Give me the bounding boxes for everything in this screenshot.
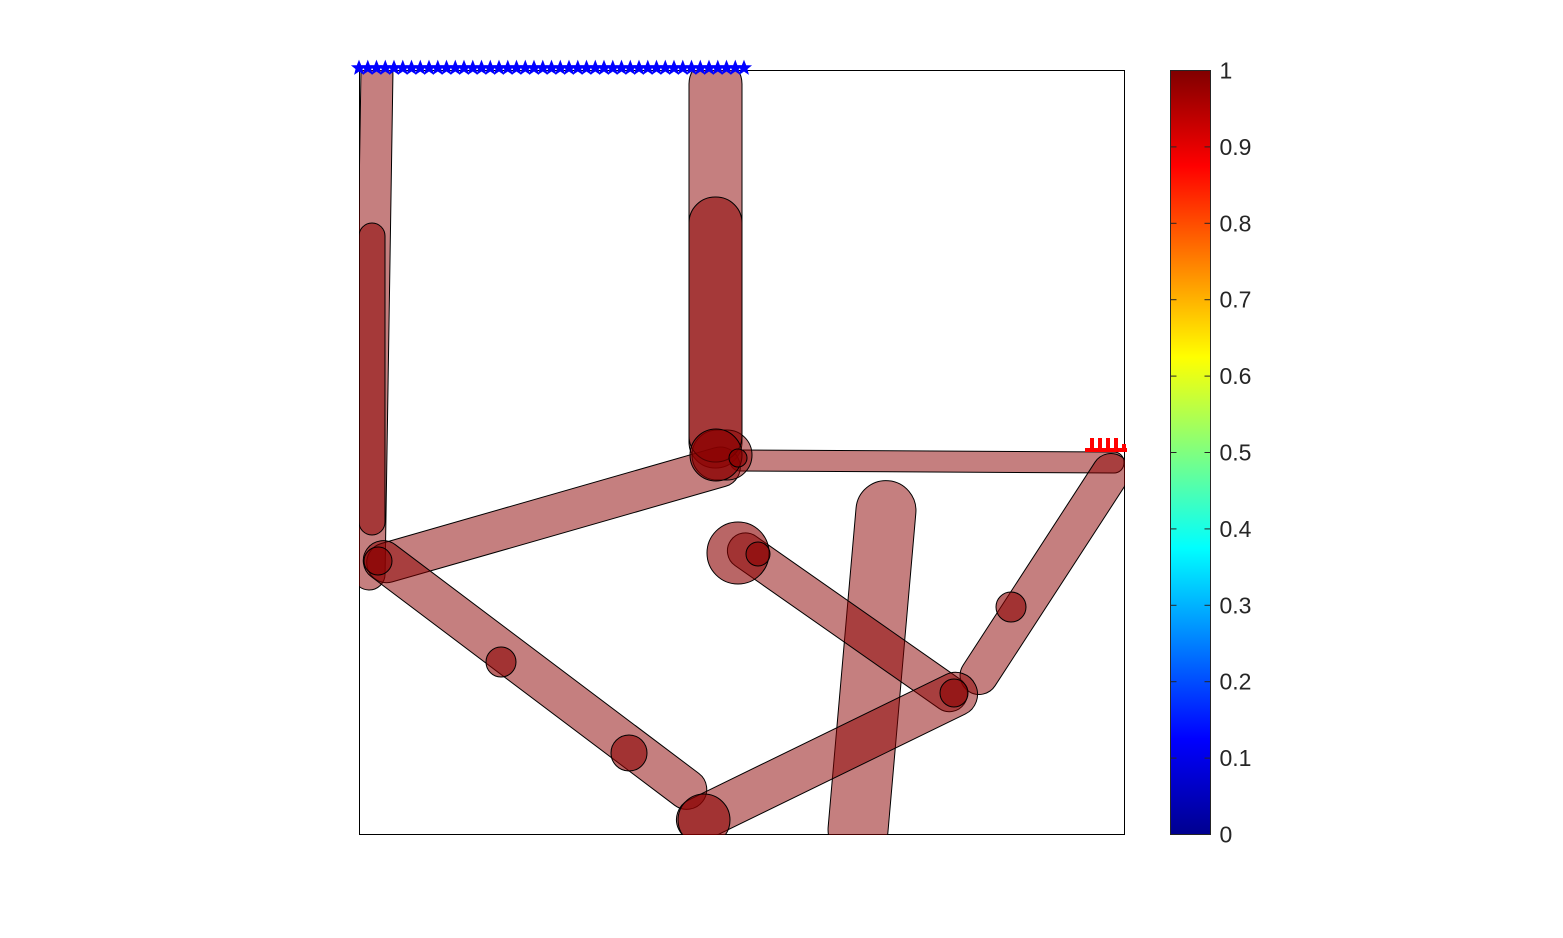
colorbar-tick-label: 0 [1220,822,1233,848]
colorbar-tick-label: 0.1 [1220,745,1252,771]
colorbar-ticks: 0 0.1 0.2 0.3 0.4 0.5 0.6 0.7 0.8 0.9 1 [1170,58,1252,848]
joint-right-tip [728,448,748,468]
support-star-icon [735,59,753,75]
joint-mid-small [745,541,771,567]
colorbar-tick-label: 0.9 [1220,134,1252,160]
support-symbols [350,59,753,75]
colorbar-tick-label: 0.2 [1220,669,1252,695]
colorbar-tick-label: 0.4 [1220,516,1252,542]
member-bottom-diagonal [675,671,979,835]
colorbar-tick-label: 0.8 [1220,210,1252,236]
joint-bottom-center [677,793,731,835]
colorbar-tick-label: 0.7 [1220,287,1252,313]
colorbar-tick-label: 0.3 [1220,592,1252,618]
joint-left-mid [363,546,393,576]
joint-lower-left-1 [485,646,517,678]
structure-members [359,70,1125,835]
member-horizontal-tie [729,449,1125,474]
joint-right-lower [939,678,969,708]
colorbar-tick-label: 1 [1220,58,1233,84]
colorbar-tick-label: 0.6 [1220,363,1252,389]
member-left-column-thick [359,222,386,536]
colorbar: 0 0.1 0.2 0.3 0.4 0.5 0.6 0.7 0.8 0.9 1 [1170,58,1252,848]
joint-lower-left-2 [610,734,648,772]
colorbar-tick-label: 0.5 [1220,440,1252,466]
member-center-column-thick [688,196,743,463]
load-symbols [1085,438,1127,452]
joint-right-mid [995,591,1027,623]
